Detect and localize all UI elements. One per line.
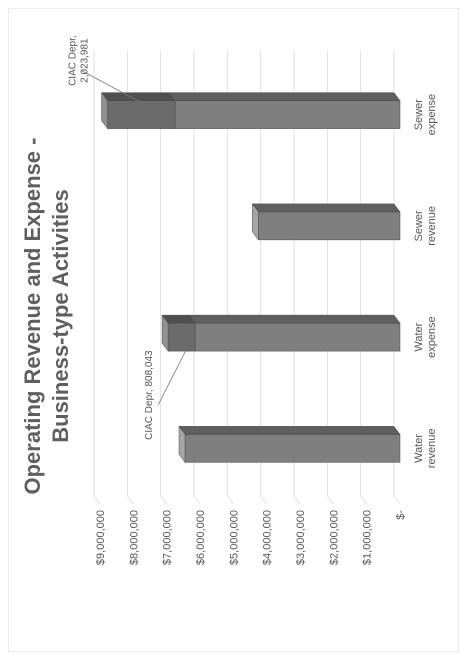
- bar-sewer-expense: [101, 91, 401, 130]
- bars: [101, 91, 401, 464]
- bar-segment-operating-side: [188, 314, 401, 324]
- category-label: expense: [426, 94, 438, 136]
- bar-segment-operating-top: [252, 203, 259, 241]
- annotation-leader: [157, 350, 186, 406]
- gridline-depth: [327, 495, 334, 505]
- gridline-depth: [393, 495, 401, 505]
- category-label: Water: [413, 434, 425, 463]
- gridline-depth: [193, 495, 201, 505]
- bar-segment-operating-front: [184, 434, 401, 463]
- bar-sewer-revenue: [251, 203, 401, 241]
- bar-segment-ciac-depr-front: [167, 322, 196, 352]
- category-label: expense: [426, 316, 438, 358]
- bar-segment-operating-front: [174, 100, 401, 129]
- bar-segment-operating-front: [194, 322, 401, 352]
- gridline-depth: [293, 495, 301, 505]
- chart-title-line-2: Business-type Activities: [48, 189, 73, 443]
- y-tick-label: $-: [395, 510, 407, 520]
- bar-segment-ciac-depr-side: [101, 92, 176, 101]
- gridline-depth: [227, 495, 234, 505]
- gridline-depth: [127, 495, 134, 505]
- y-tick-label: $4,000,000: [262, 510, 274, 565]
- category-label: Sewer: [413, 99, 425, 131]
- y-tick-label: $7,000,000: [162, 510, 174, 565]
- bar-segment-operating-side: [178, 426, 401, 435]
- category-label: Sewer: [413, 210, 425, 242]
- category-label: revenue: [426, 206, 438, 246]
- page-frame: [8, 8, 459, 652]
- y-tick-label: $3,000,000: [295, 510, 307, 565]
- bar-segment-ciac-depr-top: [101, 91, 108, 130]
- annotation-label: 2,023,981: [80, 38, 91, 83]
- gridline-depth: [260, 495, 267, 505]
- gridline-depth: [360, 495, 367, 505]
- bar-segment-ciac-depr-front: [107, 100, 176, 129]
- y-tick-label: $1,000,000: [362, 510, 374, 565]
- gridline-depth: [93, 495, 101, 505]
- annotation-leader: [81, 70, 142, 103]
- bar-segment-operating-top: [178, 425, 186, 464]
- category-label: revenue: [426, 428, 438, 468]
- category-label: Water: [413, 322, 425, 351]
- bar-water-expense: [161, 314, 401, 352]
- bar-segment-operating-front: [258, 211, 401, 241]
- chart-title-line-1: Operating Revenue and Expense -: [20, 138, 45, 495]
- gridline-depth: [160, 495, 167, 505]
- bar-segment-ciac-depr-top: [161, 314, 169, 352]
- chart-rotated-group: Operating Revenue and Expense - Business…: [20, 35, 438, 565]
- y-tick-label: $8,000,000: [128, 510, 140, 565]
- y-tick-label: $5,000,000: [228, 510, 240, 565]
- y-tick-labels: $- $1,000,000 $2,000,000 $3,000,000 $4,000,0…: [95, 510, 407, 565]
- bar-segment-operating-side: [251, 203, 401, 213]
- bar-water-revenue: [178, 425, 401, 464]
- annotation-label: CIAC Depr,: [68, 35, 79, 86]
- annotations: CIAC Depr, 808,043 CIAC Depr, 2,023,981: [68, 35, 186, 440]
- annotation-label: CIAC Depr, 808,043: [144, 350, 155, 440]
- y-tick-label: $6,000,000: [195, 510, 207, 565]
- y-tick-label: $9,000,000: [95, 510, 107, 565]
- y-tick-label: $2,000,000: [328, 510, 340, 565]
- bar-segment-operating-side: [168, 92, 401, 101]
